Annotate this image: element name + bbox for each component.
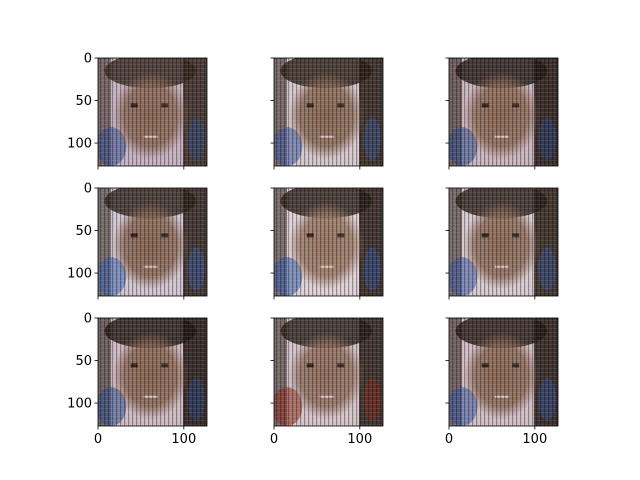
x-tick-label: 100	[522, 432, 547, 447]
face-image	[272, 54, 383, 166]
y-tick-label: 100	[67, 137, 92, 152]
y-tick-label: 0	[84, 52, 92, 67]
panel-r2c3	[446, 184, 559, 300]
y-tick-label: 100	[67, 267, 92, 282]
panel-r1c2	[271, 54, 384, 170]
panel-r1c1: 0 50 100	[67, 52, 207, 170]
panel-r3c2: 0 100	[270, 314, 383, 447]
face-image	[96, 184, 207, 296]
y-tick-label: 0	[84, 182, 92, 197]
face-image	[447, 184, 558, 296]
x-tick-label: 100	[171, 432, 196, 447]
panel-r3c3: 0 100	[445, 314, 558, 447]
x-tick-label: 0	[445, 432, 453, 447]
y-tick-label: 50	[75, 94, 92, 109]
x-tick-label: 0	[94, 432, 102, 447]
x-tick-label: 0	[270, 432, 278, 447]
face-image	[447, 314, 558, 426]
face-image	[96, 54, 207, 166]
face-image	[96, 314, 207, 426]
y-tick-label: 0	[84, 312, 92, 327]
panel-r1c3	[446, 54, 559, 170]
x-tick-label: 100	[347, 432, 372, 447]
panel-r3c1: 0 50 100 0 100	[67, 312, 207, 448]
y-tick-label: 50	[75, 224, 92, 239]
face-image	[447, 54, 558, 166]
y-tick-label: 50	[75, 354, 92, 369]
panel-r2c2	[271, 184, 384, 300]
y-tick-label: 100	[67, 397, 92, 412]
panel-r2c1: 0 50 100	[67, 182, 207, 300]
face-image	[272, 184, 383, 296]
face-image	[272, 314, 383, 426]
